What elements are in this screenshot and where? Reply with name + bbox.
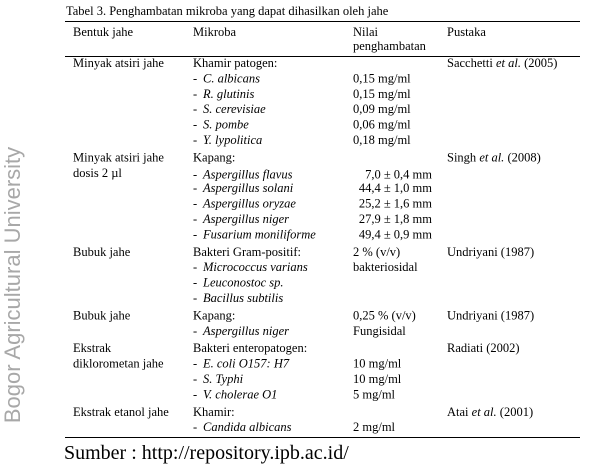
dash: -: [193, 387, 197, 401]
mikroba-item: Aspergillus niger: [202, 212, 289, 226]
watermark: Bogor Agricultural University: [0, 147, 25, 423]
header-cell: Bentuk jahe: [73, 25, 134, 39]
dash: -: [193, 167, 197, 181]
header-cell: Pustaka: [447, 25, 486, 39]
nilai: 27,9 ± 1,8 mm: [359, 212, 432, 226]
dash: -: [193, 291, 197, 305]
nilai: 44,4 ± 1,0 mm: [359, 181, 432, 195]
pustaka: Undriyani (1987): [447, 308, 534, 322]
pustaka-part: Singh: [447, 150, 479, 164]
nilai: 2 % (v/v): [353, 245, 400, 259]
dash: -: [193, 260, 197, 274]
pustaka-part: Atai: [447, 405, 472, 419]
mikroba-item: Fusarium moniliforme: [202, 227, 316, 241]
dash: -: [193, 87, 197, 101]
pustaka-part: (2001): [497, 405, 533, 419]
header-cell: Nilai: [353, 25, 379, 39]
mikroba-group: Khamir:: [193, 405, 235, 419]
bentuk-jahe: Ekstrak: [73, 341, 112, 355]
pustaka-part: Radiati (2002): [447, 341, 520, 355]
bentuk-jahe: diklorometan jahe: [73, 357, 164, 371]
mikroba-item: C. albicans: [203, 71, 260, 85]
pustaka-part: (2005): [521, 56, 557, 70]
pustaka-part: (2008): [504, 150, 540, 164]
mikroba-item: V. cholerae O1: [203, 387, 277, 401]
mikroba-group: Kapang:: [193, 150, 235, 164]
nilai: 0,06 mg/ml: [353, 118, 411, 132]
pustaka: Undriyani (1987): [447, 245, 534, 259]
mikroba-item: E. coli O157: H7: [202, 357, 290, 371]
dash: -: [193, 276, 197, 290]
mikroba-item: Aspergillus oryzae: [202, 197, 296, 211]
nilai: 0,09 mg/ml: [353, 102, 411, 116]
dash: -: [193, 420, 197, 434]
dash: -: [193, 197, 197, 211]
dash: -: [193, 118, 197, 132]
dash: -: [193, 227, 197, 241]
mikroba-item: Aspergillus solani: [202, 181, 294, 195]
mikroba-item: Leuconostoc sp.: [202, 276, 284, 290]
bentuk-jahe: Ekstrak etanol jahe: [73, 405, 169, 419]
nilai: 10 mg/ml: [353, 372, 402, 386]
dash: -: [193, 212, 197, 226]
source: Sumber : http://repository.ipb.ac.id/: [64, 442, 349, 464]
caption: Tabel 3. Penghambatan mikroba yang dapat…: [66, 4, 389, 18]
mikroba-item: Aspergillus niger: [202, 324, 289, 338]
mikroba-item: R. glutinis: [202, 87, 255, 101]
mikroba-item: S. Typhi: [203, 372, 244, 386]
nilai: 49,4 ± 0,9 mm: [359, 227, 432, 241]
mikroba-item: S. cerevisiae: [203, 102, 266, 116]
pustaka-part: Undriyani (1987): [447, 245, 534, 259]
pustaka-part: et al.: [496, 56, 521, 70]
mikroba-item: Micrococcus varians: [202, 260, 308, 274]
dash: -: [193, 324, 197, 338]
bentuk-jahe: Bubuk jahe: [73, 245, 131, 259]
nilai: bakteriosidal: [353, 260, 418, 274]
mikroba-item: Aspergillus flavus: [202, 167, 293, 181]
pustaka: Singh et al. (2008): [447, 150, 541, 164]
nilai: 10 mg/ml: [353, 357, 402, 371]
pustaka: Radiati (2002): [447, 341, 520, 355]
pustaka-part: et al.: [472, 405, 497, 419]
mikroba-item: Candida albicans: [203, 420, 292, 434]
mikroba-item: Y. lypolitica: [203, 133, 262, 147]
nilai: 0,18 mg/ml: [353, 133, 411, 147]
mikroba-group: Khamir patogen:: [193, 56, 277, 70]
bentuk-jahe: Bubuk jahe: [73, 308, 131, 322]
bentuk-jahe: Minyak atsiri jahe: [73, 56, 164, 70]
nilai: 0,25 % (v/v): [353, 308, 416, 322]
mikroba-group: Bakteri Gram-positif:: [193, 245, 301, 259]
mikroba-item: Bacillus subtilis: [203, 291, 283, 305]
nilai: 5 mg/ml: [353, 387, 396, 401]
nilai: 2 mg/ml: [353, 420, 396, 434]
dash: -: [193, 181, 197, 195]
header-cell: Mikroba: [193, 25, 237, 39]
pustaka: Sacchetti et al. (2005): [447, 56, 557, 70]
nilai: 0,15 mg/ml: [353, 87, 411, 101]
header-cell: penghambatan: [353, 39, 427, 53]
pustaka-part: Sacchetti: [447, 56, 496, 70]
mikroba-item: S. pombe: [203, 118, 249, 132]
dash: -: [193, 102, 197, 116]
pustaka-part: et al.: [479, 150, 504, 164]
pustaka: Atai et al. (2001): [447, 405, 533, 419]
mikroba-group: Bakteri enteropatogen:: [193, 341, 307, 355]
dash: -: [193, 372, 197, 386]
nilai: 0,15 mg/ml: [353, 71, 411, 85]
mikroba-group: Kapang:: [193, 308, 235, 322]
dash: -: [193, 71, 197, 85]
nilai: 25,2 ± 1,6 mm: [359, 197, 432, 211]
dash: -: [193, 133, 197, 147]
pustaka-part: Undriyani (1987): [447, 308, 534, 322]
nilai: 7,0 ± 0,4 mm: [365, 167, 432, 181]
bentuk-jahe: Minyak atsiri jahe: [73, 150, 164, 164]
dash: -: [193, 357, 197, 371]
nilai: Fungisidal: [353, 324, 406, 338]
bentuk-jahe: dosis 2 µl: [73, 166, 122, 180]
